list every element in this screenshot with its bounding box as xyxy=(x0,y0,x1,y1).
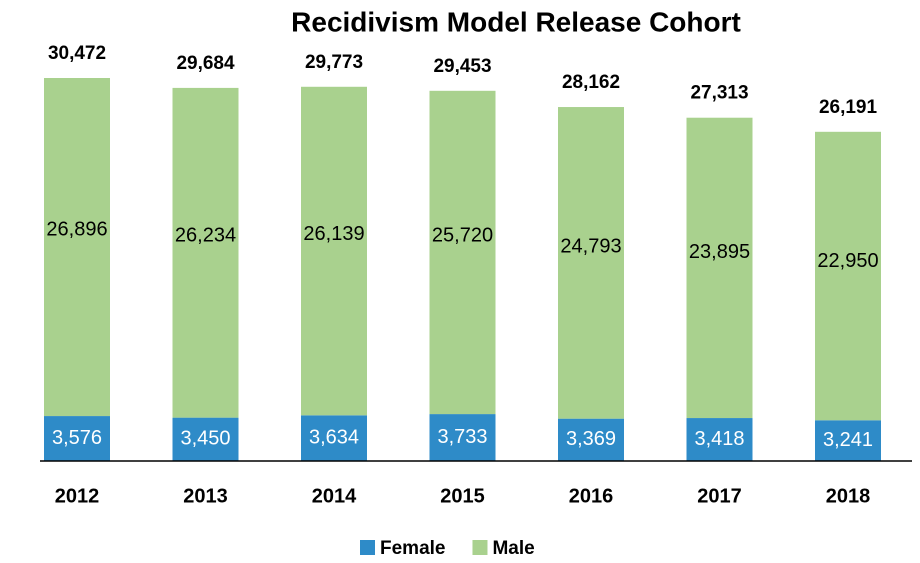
bar-segment xyxy=(429,414,496,461)
data-label: 3,733 xyxy=(437,426,487,448)
data-label: 26,139 xyxy=(303,223,364,245)
total-label: 27,313 xyxy=(690,83,748,104)
data-label: 3,418 xyxy=(694,428,744,450)
x-tick-label: 2018 xyxy=(826,485,871,507)
legend-label: Female xyxy=(380,538,445,559)
bar-segment xyxy=(686,117,753,419)
x-tick-label: 2012 xyxy=(55,485,100,507)
total-label: 28,162 xyxy=(562,72,620,93)
chart-title: Recidivism Model Release Cohort xyxy=(291,6,741,37)
data-label: 26,234 xyxy=(175,225,236,247)
data-label: 3,369 xyxy=(566,428,616,450)
total-label: 26,191 xyxy=(819,97,878,118)
data-label: 22,950 xyxy=(817,250,878,272)
total-label: 29,453 xyxy=(433,56,491,77)
total-label: 29,684 xyxy=(176,53,235,74)
data-label: 3,634 xyxy=(309,426,359,448)
total-label: 30,472 xyxy=(48,43,106,64)
legend-swatch xyxy=(472,540,488,555)
x-tick-label: 2013 xyxy=(183,485,228,507)
data-label: 3,576 xyxy=(52,427,102,449)
data-label: 24,793 xyxy=(560,236,621,258)
x-tick-label: 2016 xyxy=(569,485,614,507)
x-tick-label: 2015 xyxy=(440,485,485,507)
bar-segment xyxy=(44,416,110,461)
bar-segment xyxy=(301,86,367,416)
bar-segment xyxy=(686,418,753,461)
bar-segment xyxy=(558,418,624,461)
total-label: 29,773 xyxy=(305,52,363,73)
x-tick-label: 2017 xyxy=(697,485,742,507)
data-label: 3,450 xyxy=(180,428,230,450)
bar-segment xyxy=(815,420,881,461)
legend-label: Male xyxy=(492,538,534,559)
data-label: 23,895 xyxy=(689,241,750,263)
bar-segment xyxy=(429,90,496,415)
data-label: 26,896 xyxy=(46,218,107,240)
bar-segment xyxy=(558,107,624,419)
data-label: 3,241 xyxy=(823,429,873,451)
bar-segment xyxy=(44,78,110,417)
bar-segment xyxy=(301,415,367,461)
data-label: 25,720 xyxy=(432,225,493,247)
legend-swatch xyxy=(360,540,375,555)
bar-segment xyxy=(815,131,881,421)
x-tick-label: 2014 xyxy=(312,485,357,507)
bar-segment xyxy=(172,417,239,461)
bar-segment xyxy=(172,87,239,418)
